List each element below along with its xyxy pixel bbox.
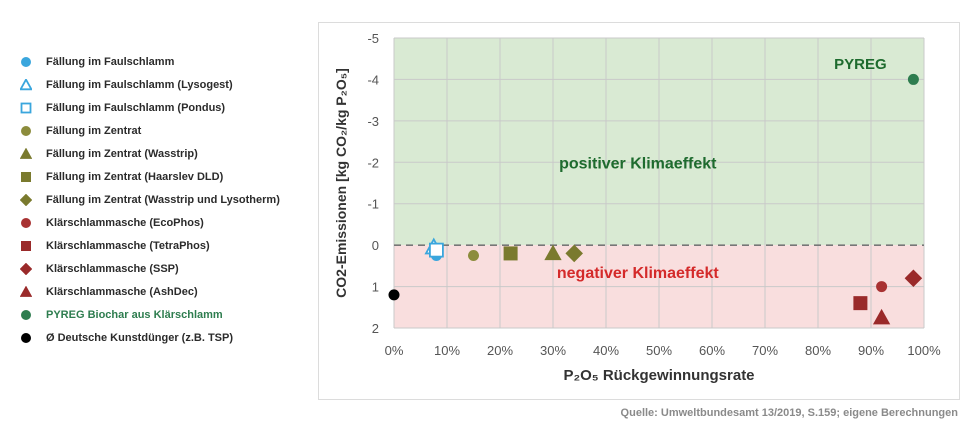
y-tick-label: -2 bbox=[367, 155, 379, 170]
legend-marker-shape bbox=[20, 193, 32, 206]
legend-label: Klärschlammasche (EcoPhos) bbox=[46, 216, 204, 229]
legend-label: PYREG Biochar aus Klärschlamm bbox=[46, 308, 223, 321]
y-tick-label: -3 bbox=[367, 114, 379, 129]
data-point bbox=[904, 269, 923, 288]
legend-marker-shape bbox=[21, 217, 31, 228]
legend-marker-circle-icon bbox=[20, 217, 32, 229]
y-tick-label: 0 bbox=[372, 238, 379, 253]
legend-marker-shape bbox=[21, 171, 31, 182]
legend-label: Klärschlammasche (TetraPhos) bbox=[46, 239, 210, 252]
legend-item: Fällung im Zentrat bbox=[20, 119, 310, 142]
legend-label: Fällung im Zentrat (Wasstrip und Lysothe… bbox=[46, 193, 280, 206]
y-tick-label: -4 bbox=[367, 72, 379, 87]
legend-label: Klärschlammasche (AshDec) bbox=[46, 285, 198, 298]
data-point bbox=[872, 308, 891, 325]
legend-item: Klärschlammasche (EcoPhos) bbox=[20, 211, 310, 234]
legend-marker-square-icon bbox=[20, 171, 32, 183]
legend-marker-shape bbox=[21, 332, 31, 343]
legend-item: Fällung im Zentrat (Wasstrip) bbox=[20, 142, 310, 165]
x-tick-label: 30% bbox=[540, 343, 566, 358]
legend-marker-shape bbox=[20, 102, 32, 113]
legend-marker-diamond-icon bbox=[20, 262, 32, 275]
legend-marker-shape bbox=[20, 262, 32, 275]
x-tick-label: 20% bbox=[487, 343, 513, 358]
data-point bbox=[853, 296, 868, 311]
legend-label: Klärschlammasche (SSP) bbox=[46, 262, 179, 275]
legend-label: Fällung im Faulschlamm (Lysogest) bbox=[46, 78, 233, 91]
legend-item: Klärschlammasche (SSP) bbox=[20, 257, 310, 280]
source-note: Quelle: Umweltbundesamt 13/2019, S.159; … bbox=[620, 407, 958, 419]
legend-marker-circle-icon bbox=[20, 125, 32, 137]
x-tick-label: 70% bbox=[752, 343, 778, 358]
legend-item: Fällung im Faulschlamm (Pondus) bbox=[20, 96, 310, 119]
legend-item: PYREG Biochar aus Klärschlamm bbox=[20, 303, 310, 326]
legend-item: Fällung im Zentrat (Wasstrip und Lysothe… bbox=[20, 188, 310, 211]
legend-label: Fällung im Zentrat (Wasstrip) bbox=[46, 147, 198, 160]
y-tick-label: -5 bbox=[367, 31, 379, 46]
x-tick-labels: 0% 10% 20% 30% 40% 50% 60% 70% 80% 90% 100% bbox=[385, 343, 941, 358]
data-point bbox=[876, 281, 888, 293]
y-tick-labels: -5 -4 -3 -2 -1 0 1 2 bbox=[367, 31, 379, 336]
data-point bbox=[429, 242, 444, 258]
legend-marker-triangle-icon bbox=[20, 78, 32, 91]
legend-marker-shape bbox=[21, 309, 31, 320]
data-points bbox=[388, 73, 923, 325]
negative-region-label: negativer Klimaeffekt bbox=[557, 265, 720, 282]
data-point bbox=[565, 244, 583, 263]
legend-item: Ø Deutsche Kunstdünger (z.B. TSP) bbox=[20, 326, 310, 349]
y-tick-label: 1 bbox=[372, 280, 379, 295]
x-tick-label: 100% bbox=[907, 343, 941, 358]
x-axis-label: P₂O₅ Rückgewinnungsrate bbox=[563, 367, 754, 384]
x-tick-label: 0% bbox=[385, 343, 404, 358]
data-point bbox=[907, 73, 919, 85]
legend-item: Fällung im Zentrat (Haarslev DLD) bbox=[20, 165, 310, 188]
legend-marker-shape bbox=[20, 285, 32, 297]
legend-marker-square-icon bbox=[20, 240, 32, 252]
legend-label: Fällung im Zentrat (Haarslev DLD) bbox=[46, 170, 224, 183]
x-tick-label: 40% bbox=[593, 343, 619, 358]
legend-label: Ø Deutsche Kunstdünger (z.B. TSP) bbox=[46, 331, 234, 344]
y-tick-label: 2 bbox=[372, 321, 379, 336]
legend-item: Fällung im Faulschlamm bbox=[20, 50, 310, 73]
legend-marker-circle-icon bbox=[20, 309, 32, 321]
x-tick-label: 60% bbox=[699, 343, 725, 358]
legend-marker-shape bbox=[20, 147, 32, 159]
data-point bbox=[388, 289, 400, 301]
x-tick-label: 90% bbox=[858, 343, 884, 358]
legend-marker-shape bbox=[21, 56, 31, 67]
data-point bbox=[544, 244, 562, 261]
legend-label: Fällung im Faulschlamm bbox=[46, 55, 175, 68]
x-tick-label: 50% bbox=[646, 343, 672, 358]
legend-item: Fällung im Faulschlamm (Lysogest) bbox=[20, 73, 310, 96]
legend-marker-shape bbox=[21, 125, 31, 136]
legend: Fällung im Faulschlamm Fällung im Faulsch… bbox=[20, 50, 310, 349]
positive-region-label: positiver Klimaeffekt bbox=[559, 155, 717, 172]
gridlines bbox=[393, 37, 925, 329]
data-point bbox=[503, 246, 518, 261]
data-point bbox=[468, 250, 479, 261]
legend-item: Klärschlammasche (TetraPhos) bbox=[20, 234, 310, 257]
annotation-label: PYREG bbox=[834, 56, 887, 73]
legend-marker-shape bbox=[21, 240, 31, 251]
legend-label: Fällung im Zentrat bbox=[46, 124, 142, 137]
legend-marker-circle-icon bbox=[20, 56, 32, 68]
y-tick-label: -1 bbox=[367, 197, 379, 212]
legend-marker-shape bbox=[20, 78, 32, 90]
legend-marker-triangle-icon bbox=[20, 147, 32, 160]
chart-frame: -5 -4 -3 -2 -1 0 1 2 0% 10% 20% 30% 40% 50% 60% 70% 80% 9… bbox=[318, 22, 960, 400]
legend-marker-square-icon bbox=[20, 102, 32, 114]
y-axis-label: CO2-Emissionen [kg CO₂/kg P₂O₅] bbox=[333, 68, 349, 298]
legend-label: Fällung im Faulschlamm (Pondus) bbox=[46, 101, 226, 114]
legend-marker-circle-icon bbox=[20, 332, 32, 344]
x-tick-label: 80% bbox=[805, 343, 831, 358]
legend-item: Klärschlammasche (AshDec) bbox=[20, 280, 310, 303]
legend-marker-diamond-icon bbox=[20, 193, 32, 206]
legend-marker-triangle-icon bbox=[20, 285, 32, 298]
x-tick-label: 10% bbox=[434, 343, 460, 358]
